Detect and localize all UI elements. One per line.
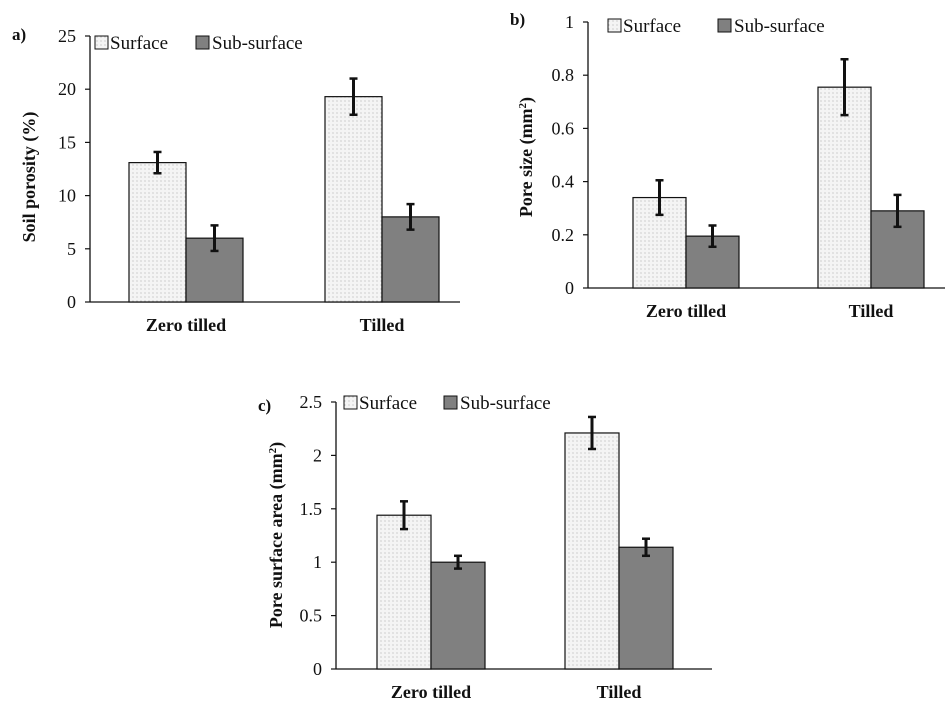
- legend-label-surface-b: Surface: [623, 16, 681, 37]
- y-tick-label: 0.2: [552, 225, 575, 245]
- legend-label-surface-c: Surface: [359, 393, 417, 414]
- y-tick-label: 20: [58, 79, 76, 99]
- y-tick-label: 1: [313, 552, 322, 572]
- y-tick-label: 25: [58, 26, 76, 46]
- legend-swatch-subsurface-b: [717, 18, 732, 33]
- chart-panel-c: c) Pore surface area (mm2) Surface Sub-s…: [258, 392, 712, 702]
- chart-panel-b: b) Pore size (mm2) Surface Sub-surface 0…: [510, 10, 945, 321]
- y-tick-label: 0: [67, 292, 76, 312]
- y-tick-label: 0.4: [552, 172, 575, 192]
- y-axis-label-a: Soil porosity (%): [19, 112, 40, 243]
- legend-label-subsurface-c: Sub-surface: [460, 393, 551, 414]
- y-tick-label: 2.5: [300, 392, 323, 412]
- legend-swatch-surface-c: [343, 395, 358, 410]
- legend-swatch-subsurface-c: [443, 395, 458, 410]
- y-axis-label-b-text: Pore size (mm: [516, 108, 537, 217]
- x-category-label: Zero tilled: [391, 682, 471, 702]
- bar-subsurface-zero-tilled: [430, 561, 486, 670]
- panel-label-b: b): [510, 10, 525, 29]
- bar-surface-tilled: [324, 96, 383, 303]
- legend-swatch-surface-b: [607, 18, 622, 33]
- y-tick-label: 5: [67, 239, 76, 259]
- x-category-label: Tilled: [849, 301, 894, 321]
- legend-label-surface-a: Surface: [110, 33, 168, 54]
- x-category-label: Zero tilled: [146, 315, 226, 335]
- y-tick-label: 1: [565, 12, 574, 32]
- bar-subsurface-tilled: [618, 546, 674, 670]
- y-tick-label: 0.5: [300, 606, 323, 626]
- bar-surface-tilled: [564, 432, 620, 670]
- panel-label-a: a): [12, 25, 26, 44]
- y-tick-label: 10: [58, 186, 76, 206]
- y-axis-label-b: Pore size (mm2): [516, 97, 537, 217]
- y-tick-label: 2: [313, 445, 322, 465]
- plot-area-a: 0 5 10 15 20 25 Zero tilled Tilled: [58, 26, 460, 335]
- legend-label-subsurface-b: Sub-surface: [734, 16, 825, 37]
- plot-area-c: 0 0.5 1 1.5 2 2.5 Zero tilled Tilled: [300, 392, 712, 702]
- y-tick-label: 0: [565, 278, 574, 298]
- x-category-label: Tilled: [597, 682, 642, 702]
- y-tick-label: 15: [58, 132, 76, 152]
- y-axis-label-b-superscript: 2: [517, 102, 529, 108]
- bar-surface-zero-tilled: [128, 162, 187, 303]
- x-category-label: Zero tilled: [646, 301, 726, 321]
- chart-panel-a: a) Soil porosity (%) Surface Sub-surface…: [12, 25, 460, 335]
- y-axis-label-c-text: Pore surface area (mm: [266, 453, 287, 628]
- panel-label-c: c): [258, 396, 271, 415]
- bar-subsurface-tilled: [381, 216, 440, 303]
- plot-area-b: 0 0.2 0.4 0.6 0.8 1 Zero tilled Tilled: [552, 12, 945, 321]
- y-axis-label-b-close: ): [516, 97, 537, 103]
- legend-b: Surface Sub-surface: [607, 16, 825, 37]
- legend-swatch-surface-a: [94, 35, 109, 50]
- y-axis-label-c-close: ): [266, 442, 287, 448]
- y-tick-label: 0.8: [552, 65, 575, 85]
- y-axis-label-c-superscript: 2: [267, 447, 279, 453]
- x-category-label: Tilled: [360, 315, 405, 335]
- bar-surface-zero-tilled: [376, 514, 432, 670]
- bar-surface-tilled: [817, 86, 872, 289]
- y-tick-label: 1.5: [300, 499, 323, 519]
- y-tick-label: 0: [313, 659, 322, 679]
- legend-swatch-subsurface-a: [195, 35, 210, 50]
- legend-c: Surface Sub-surface: [343, 393, 551, 414]
- y-axis-label-c: Pore surface area (mm2): [266, 442, 287, 628]
- legend-label-subsurface-a: Sub-surface: [212, 33, 303, 54]
- legend-a: Surface Sub-surface: [94, 33, 303, 54]
- y-tick-label: 0.6: [552, 118, 575, 138]
